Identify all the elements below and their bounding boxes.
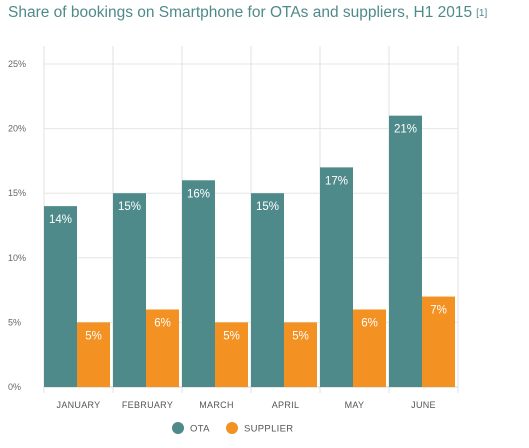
- y-tick-label: 10%: [8, 253, 26, 263]
- y-tick-label: 5%: [8, 317, 21, 327]
- supplier-bar: [422, 296, 455, 387]
- data-labels: 14% 5% 15% 6% 16% 5% 15% 5% 17% 6% 21% 7%: [49, 124, 447, 343]
- x-tick-label: FEBRUARY: [122, 400, 173, 410]
- x-tick-label: APRIL: [272, 400, 300, 410]
- ota-bar: [251, 193, 284, 387]
- ota-bar: [389, 115, 422, 388]
- supplier-bar: [215, 322, 248, 387]
- ota-bar: [182, 180, 215, 387]
- y-tick-label: 25%: [8, 59, 26, 69]
- chart-title-row: Share of bookings on Smartphone for OTAs…: [8, 4, 526, 22]
- supplier-legend-label: SUPPLIER: [244, 424, 293, 435]
- supplier-bar: [284, 322, 317, 387]
- y-tick-label: 0%: [8, 382, 21, 392]
- supplier-bar: [77, 322, 110, 387]
- chart-footnote: [1]: [476, 8, 488, 19]
- supplier-data-label: 5%: [85, 330, 102, 342]
- x-tick-label: JUNE: [411, 400, 436, 410]
- ota-data-label: 21%: [394, 124, 417, 136]
- bars: [44, 115, 455, 388]
- ota-data-label: 15%: [118, 201, 141, 213]
- supplier-data-label: 5%: [223, 330, 240, 342]
- supplier-legend-marker: [226, 422, 238, 434]
- x-tick-label: JANUARY: [57, 400, 101, 410]
- supplier-data-label: 6%: [154, 317, 171, 329]
- ota-data-label: 16%: [187, 188, 210, 200]
- x-axis-ticks: JANUARY FEBRUARY MARCH APRIL MAY JUNE: [57, 400, 436, 410]
- ota-bar: [113, 193, 146, 387]
- supplier-data-label: 5%: [292, 330, 309, 342]
- ota-data-label: 15%: [256, 201, 279, 213]
- legend: OTA SUPPLIER: [172, 422, 293, 435]
- ota-legend-label: OTA: [190, 424, 210, 435]
- ota-bar: [320, 167, 353, 387]
- y-tick-label: 20%: [8, 124, 26, 134]
- supplier-data-label: 6%: [361, 317, 378, 329]
- ota-bar: [44, 206, 77, 387]
- x-tick-label: MAY: [345, 400, 365, 410]
- chart-title: Share of bookings on Smartphone for OTAs…: [8, 4, 473, 21]
- y-tick-label: 15%: [8, 188, 26, 198]
- ota-data-label: 17%: [325, 175, 348, 187]
- y-axis-ticks: 0% 5% 10% 15% 20% 25%: [8, 59, 26, 392]
- ota-legend-marker: [172, 422, 184, 434]
- ota-data-label: 14%: [49, 214, 72, 226]
- supplier-bar: [146, 309, 179, 387]
- supplier-bar: [353, 309, 386, 387]
- supplier-data-label: 7%: [430, 305, 447, 317]
- x-tick-label: MARCH: [199, 400, 234, 410]
